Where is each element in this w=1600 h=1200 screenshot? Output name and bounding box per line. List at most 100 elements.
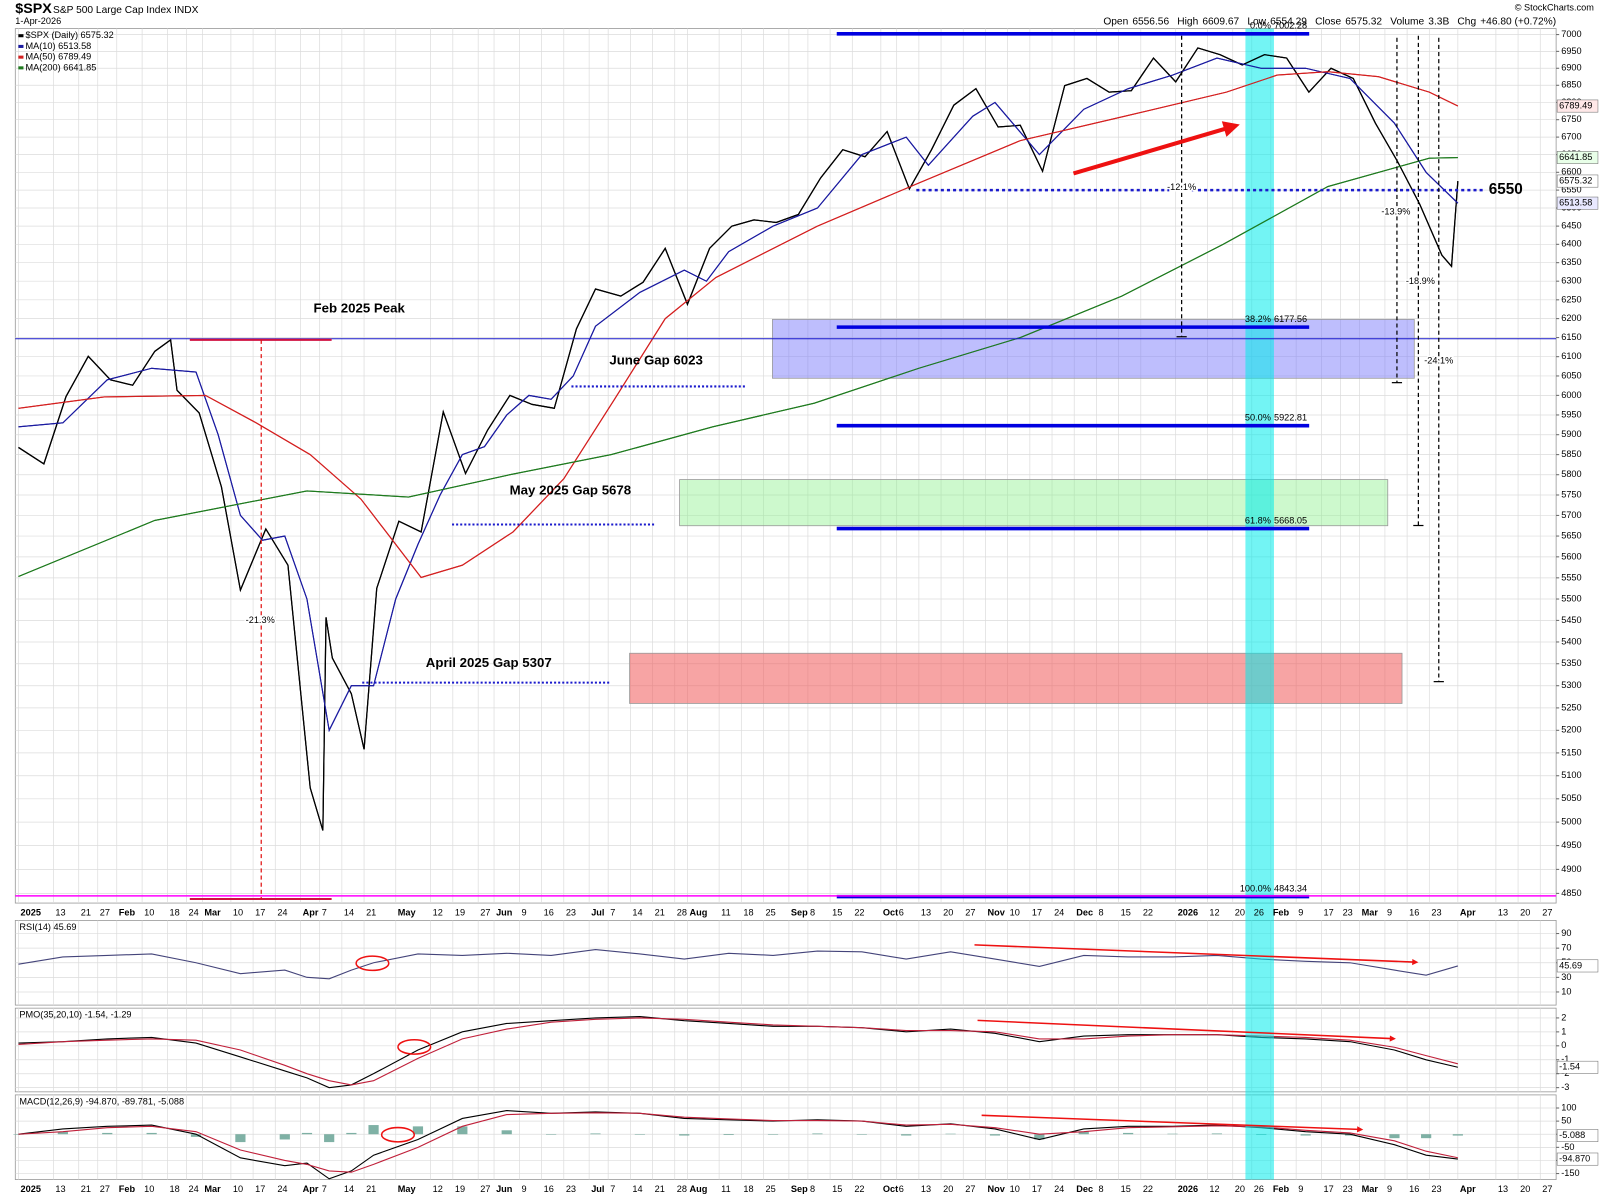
fib-label: 38.2% 6177.56 xyxy=(1245,314,1307,324)
last-value-box xyxy=(1556,196,1599,210)
y-tick-label: 5400 xyxy=(1561,636,1581,646)
x-tick-label: 22 xyxy=(854,1184,864,1194)
histogram-bar xyxy=(812,1133,823,1135)
x-tick-label: 17 xyxy=(1324,1184,1334,1194)
quote-value: 6609.67 xyxy=(1202,16,1239,27)
y-tick-label: 70 xyxy=(1561,943,1571,953)
x-tick-label: 22 xyxy=(1143,908,1153,918)
level-label: April 2025 Gap 5307 xyxy=(426,655,552,670)
x-tick-label: 12 xyxy=(1209,908,1219,918)
x-tick-label: 16 xyxy=(544,1184,554,1194)
histogram-bar xyxy=(945,1133,956,1135)
histogram-bar xyxy=(901,1134,912,1136)
x-tick-label: Jul xyxy=(591,908,604,918)
panel-frame xyxy=(14,28,1557,904)
x-tick-label: 28 xyxy=(677,908,687,918)
x-tick-label: 23 xyxy=(1431,1184,1441,1194)
x-tick-label: 13 xyxy=(921,1184,931,1194)
x-tick-label: Mar xyxy=(1362,1184,1379,1194)
x-tick-label: 15 xyxy=(1121,908,1131,918)
x-tick-label: Dec xyxy=(1076,1184,1093,1194)
histogram-bar xyxy=(412,1126,424,1135)
symbol: $SPX xyxy=(15,1,52,17)
histogram-bar xyxy=(1421,1134,1432,1139)
x-tick-label: Jul xyxy=(591,1184,604,1194)
series-line xyxy=(18,156,1458,578)
y-tick-label: 100 xyxy=(1561,1102,1576,1112)
last-value-box xyxy=(1556,174,1599,188)
fib-label: 0.0% 7002.28 xyxy=(1250,21,1307,31)
last-value-label: -5.088 xyxy=(1559,1130,1585,1140)
x-tick-label: 24 xyxy=(277,908,287,918)
x-tick-label: 9 xyxy=(1387,1184,1392,1194)
x-tick-label: 15 xyxy=(1121,1184,1131,1194)
x-tick-label: 2025 xyxy=(21,908,41,918)
y-tick-label: -3 xyxy=(1561,1082,1569,1092)
x-tick-label: 18 xyxy=(170,1184,180,1194)
date: 1-Apr-2026 xyxy=(15,16,61,26)
y-tick-label: 6100 xyxy=(1561,351,1581,361)
quote-value: 3.3B xyxy=(1428,16,1449,27)
x-tick-label: 24 xyxy=(1054,1184,1064,1194)
x-tick-label: Sep xyxy=(791,908,808,918)
y-tick-label: 10 xyxy=(1561,986,1571,996)
y-tick-label: 4950 xyxy=(1561,840,1581,850)
histogram-bar xyxy=(989,1134,1001,1136)
support-label: 6550 xyxy=(1489,181,1523,198)
x-tick-label: 24 xyxy=(189,908,199,918)
y-tick-label: 0 xyxy=(1561,1040,1566,1050)
arrow-head xyxy=(1412,958,1419,966)
histogram-bar xyxy=(1300,1134,1311,1136)
x-tick-label: 27 xyxy=(965,1184,975,1194)
panel-title: PMO(35,20,10) -1.54, -1.29 xyxy=(19,1010,131,1020)
x-tick-label: 19 xyxy=(455,908,465,918)
x-tick-label: Sep xyxy=(791,1184,808,1194)
fib-label: 50.0% 5922.81 xyxy=(1245,413,1307,423)
x-tick-label: 17 xyxy=(1032,908,1042,918)
x-tick-label: 15 xyxy=(832,908,842,918)
x-tick-label: 17 xyxy=(1032,1184,1042,1194)
histogram-bar xyxy=(634,1134,645,1135)
x-tick-label: 10 xyxy=(1010,908,1020,918)
x-tick-label: May xyxy=(398,1184,417,1194)
histogram-bar xyxy=(546,1134,557,1135)
x-tick-label: Feb xyxy=(1273,908,1290,918)
x-tick-label: 21 xyxy=(366,908,376,918)
histogram-bar xyxy=(301,1132,313,1135)
fib-percent: 38.2% xyxy=(1245,314,1271,324)
x-tick-label: 7 xyxy=(610,908,615,918)
x-tick-label: 10 xyxy=(144,1184,154,1194)
fib-price: 6177.56 xyxy=(1274,314,1307,324)
y-tick-label: 5850 xyxy=(1561,449,1581,459)
x-tick-label: 24 xyxy=(1054,908,1064,918)
histogram-bar xyxy=(590,1133,601,1135)
fib-price: 4843.34 xyxy=(1274,884,1307,894)
y-tick-label: 6700 xyxy=(1561,132,1581,142)
x-tick-label: 25 xyxy=(766,908,776,918)
y-tick-label: 6050 xyxy=(1561,370,1581,380)
x-tick-label: 7 xyxy=(322,908,327,918)
x-tick-label: 9 xyxy=(1298,1184,1303,1194)
x-tick-label: 7 xyxy=(322,1184,327,1194)
y-tick-label: 5000 xyxy=(1561,817,1581,827)
x-tick-label: 23 xyxy=(566,1184,576,1194)
y-tick-label: 6600 xyxy=(1561,167,1581,177)
x-tick-label: 20 xyxy=(1520,908,1530,918)
x-tick-label: 16 xyxy=(544,908,554,918)
x-tick-label: Feb xyxy=(119,1184,136,1194)
arrow-head xyxy=(1389,1035,1396,1042)
level-label: June Gap 6023 xyxy=(609,353,703,368)
histogram-bar xyxy=(856,1134,867,1135)
y-tick-label: 5100 xyxy=(1561,770,1581,780)
x-tick-label: 21 xyxy=(81,1184,91,1194)
series-line xyxy=(18,1017,1458,1086)
x-tick-label: 10 xyxy=(233,908,243,918)
panel-frame xyxy=(14,1094,1557,1180)
y-tick-label: 6550 xyxy=(1561,185,1581,195)
x-tick-label: 20 xyxy=(1520,1184,1530,1194)
last-value-box xyxy=(1556,1152,1599,1166)
x-tick-label: 10 xyxy=(1010,1184,1020,1194)
last-value-label: 6641.85 xyxy=(1559,152,1592,162)
x-tick-label: 6 xyxy=(899,1184,904,1194)
